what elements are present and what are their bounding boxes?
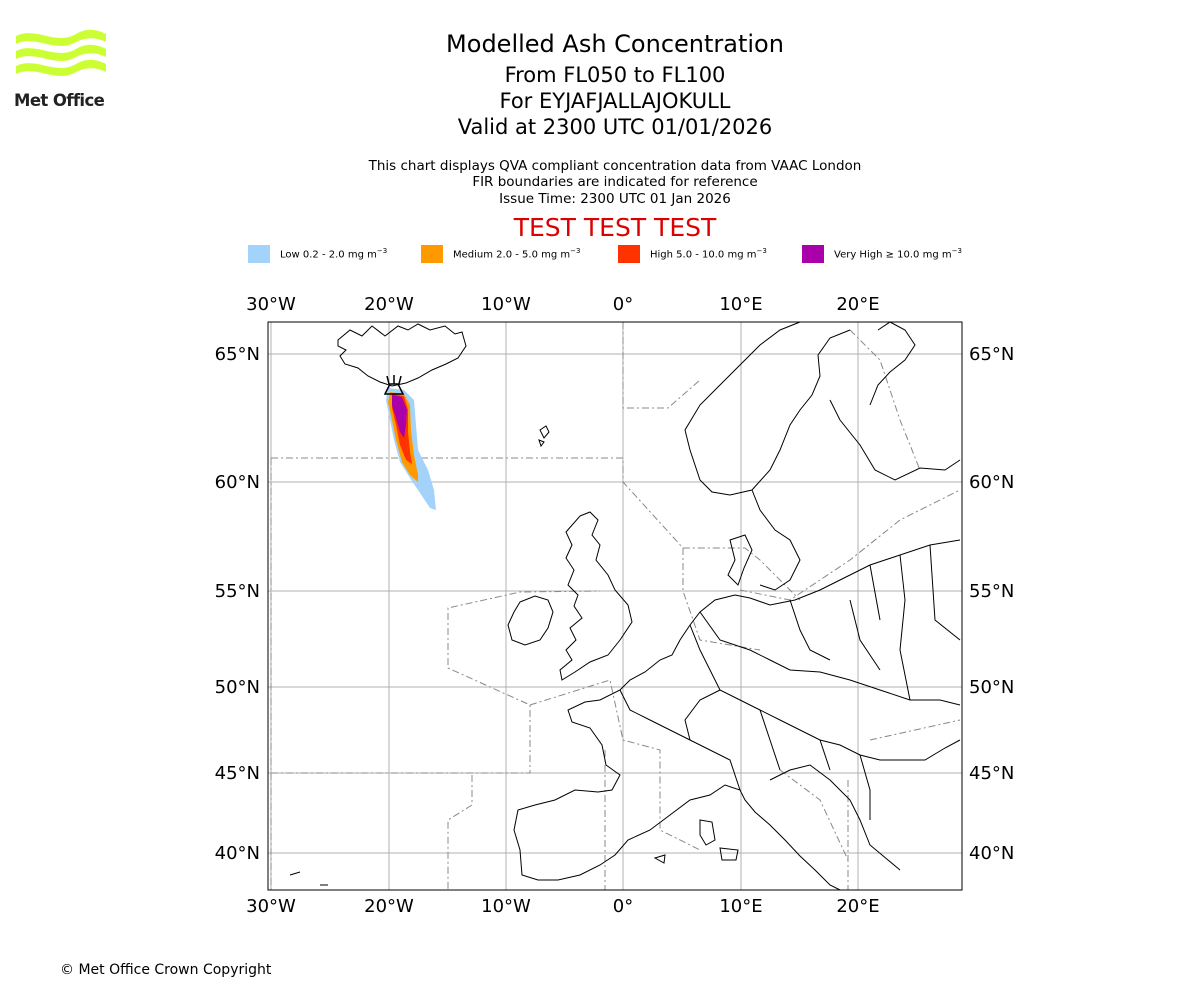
lat-label-right: 55°N <box>969 581 1014 602</box>
legend-item-medium: Medium 2.0 - 5.0 mg m−3 <box>421 244 580 264</box>
legend: Low 0.2 - 2.0 mg m−3 Medium 2.0 - 5.0 mg… <box>0 244 1200 264</box>
lat-label-left: 60°N <box>215 472 260 493</box>
lat-label-left: 40°N <box>215 843 260 864</box>
lat-label-right: 65°N <box>969 344 1014 365</box>
legend-swatch-very-high <box>802 245 824 263</box>
lat-label-left: 45°N <box>215 763 260 784</box>
lon-label-top: 10°W <box>481 294 531 315</box>
met-office-wave-logo-icon <box>16 29 106 76</box>
lon-label-bottom: 20°E <box>836 896 879 917</box>
lat-label-right: 40°N <box>969 843 1014 864</box>
lat-label-left: 55°N <box>215 581 260 602</box>
legend-unit-exponent: −3 <box>376 247 388 256</box>
volcano-icon <box>383 375 405 395</box>
lat-label-right: 50°N <box>969 677 1014 698</box>
legend-unit-exponent: −3 <box>756 247 767 256</box>
lat-label-right: 60°N <box>969 472 1014 493</box>
lon-label-top: 30°W <box>246 294 296 315</box>
lon-label-bottom: 10°E <box>719 896 762 917</box>
legend-label-high: High 5.0 - 10.0 mg m <box>650 249 757 261</box>
legend-swatch-high <box>618 245 640 263</box>
legend-swatch-low <box>248 245 270 263</box>
continental-coast <box>513 539 961 891</box>
valid-time: Valid at 2300 UTC 01/01/2026 <box>457 115 773 139</box>
map-frame <box>267 321 963 891</box>
great-britain-coast <box>559 511 633 681</box>
iceland-coast <box>337 323 467 387</box>
lon-label-top: 20°W <box>364 294 414 315</box>
test-banner: TEST TEST TEST <box>513 213 717 242</box>
lon-label-top: 10°E <box>719 294 762 315</box>
denmark-coast <box>727 534 753 586</box>
legend-item-low: Low 0.2 - 2.0 mg m−3 <box>248 244 387 264</box>
lon-label-bottom: 10°W <box>481 896 531 917</box>
map-gridlines <box>268 322 962 890</box>
lat-labels-right: 65°N 60°N 55°N 50°N 45°N 40°N <box>969 344 1014 864</box>
norway-sweden-coast <box>684 321 851 591</box>
lon-labels-top: 30°W 20°W 10°W 0° 10°E 20°E <box>246 294 879 315</box>
subtitle-line-3: Issue Time: 2300 UTC 01 Jan 2026 <box>499 191 731 207</box>
subtitle-line-1: This chart displays QVA compliant concen… <box>368 158 862 174</box>
lon-label-top: 0° <box>613 294 633 315</box>
logo-text: Met Office <box>14 91 105 110</box>
lon-label-bottom: 30°W <box>246 896 296 917</box>
legend-unit-exponent: −3 <box>951 247 962 256</box>
coastlines <box>289 321 961 891</box>
lon-labels-bottom: 30°W 20°W 10°W 0° 10°E 20°E <box>246 896 879 917</box>
chart-title: Modelled Ash Concentration <box>446 30 784 58</box>
volcano-name: For EYJAFJALLAJOKULL <box>499 89 731 113</box>
lat-label-left: 50°N <box>215 677 260 698</box>
lat-label-right: 45°N <box>969 763 1014 784</box>
flight-level-range: From FL050 to FL100 <box>504 63 726 87</box>
lon-label-bottom: 20°W <box>364 896 414 917</box>
met-office-logo: Met Office <box>12 28 112 114</box>
lat-labels-left: 65°N 60°N 55°N 50°N 45°N 40°N <box>215 344 260 864</box>
lon-label-top: 20°E <box>836 294 879 315</box>
plume-very-high <box>392 395 407 438</box>
legend-item-very-high: Very High ≥ 10.0 mg m−3 <box>802 244 962 264</box>
lat-label-left: 65°N <box>215 344 260 365</box>
lon-label-bottom: 0° <box>613 896 633 917</box>
legend-unit-exponent: −3 <box>570 247 581 256</box>
ash-plume <box>386 388 436 510</box>
legend-item-high: High 5.0 - 10.0 mg m−3 <box>618 244 767 264</box>
finland-coast <box>829 399 961 481</box>
legend-swatch-medium <box>421 245 443 263</box>
subtitle-line-2: FIR boundaries are indicated for referen… <box>472 174 758 190</box>
legend-label-medium: Medium 2.0 - 5.0 mg m <box>453 249 571 261</box>
fir-boundaries <box>270 322 961 890</box>
ireland-coast <box>507 595 554 646</box>
copyright-notice: © Met Office Crown Copyright <box>60 962 272 978</box>
legend-label-very-high: Very High ≥ 10.0 mg m <box>834 249 952 261</box>
legend-label-low: Low 0.2 - 2.0 mg m <box>280 249 377 261</box>
